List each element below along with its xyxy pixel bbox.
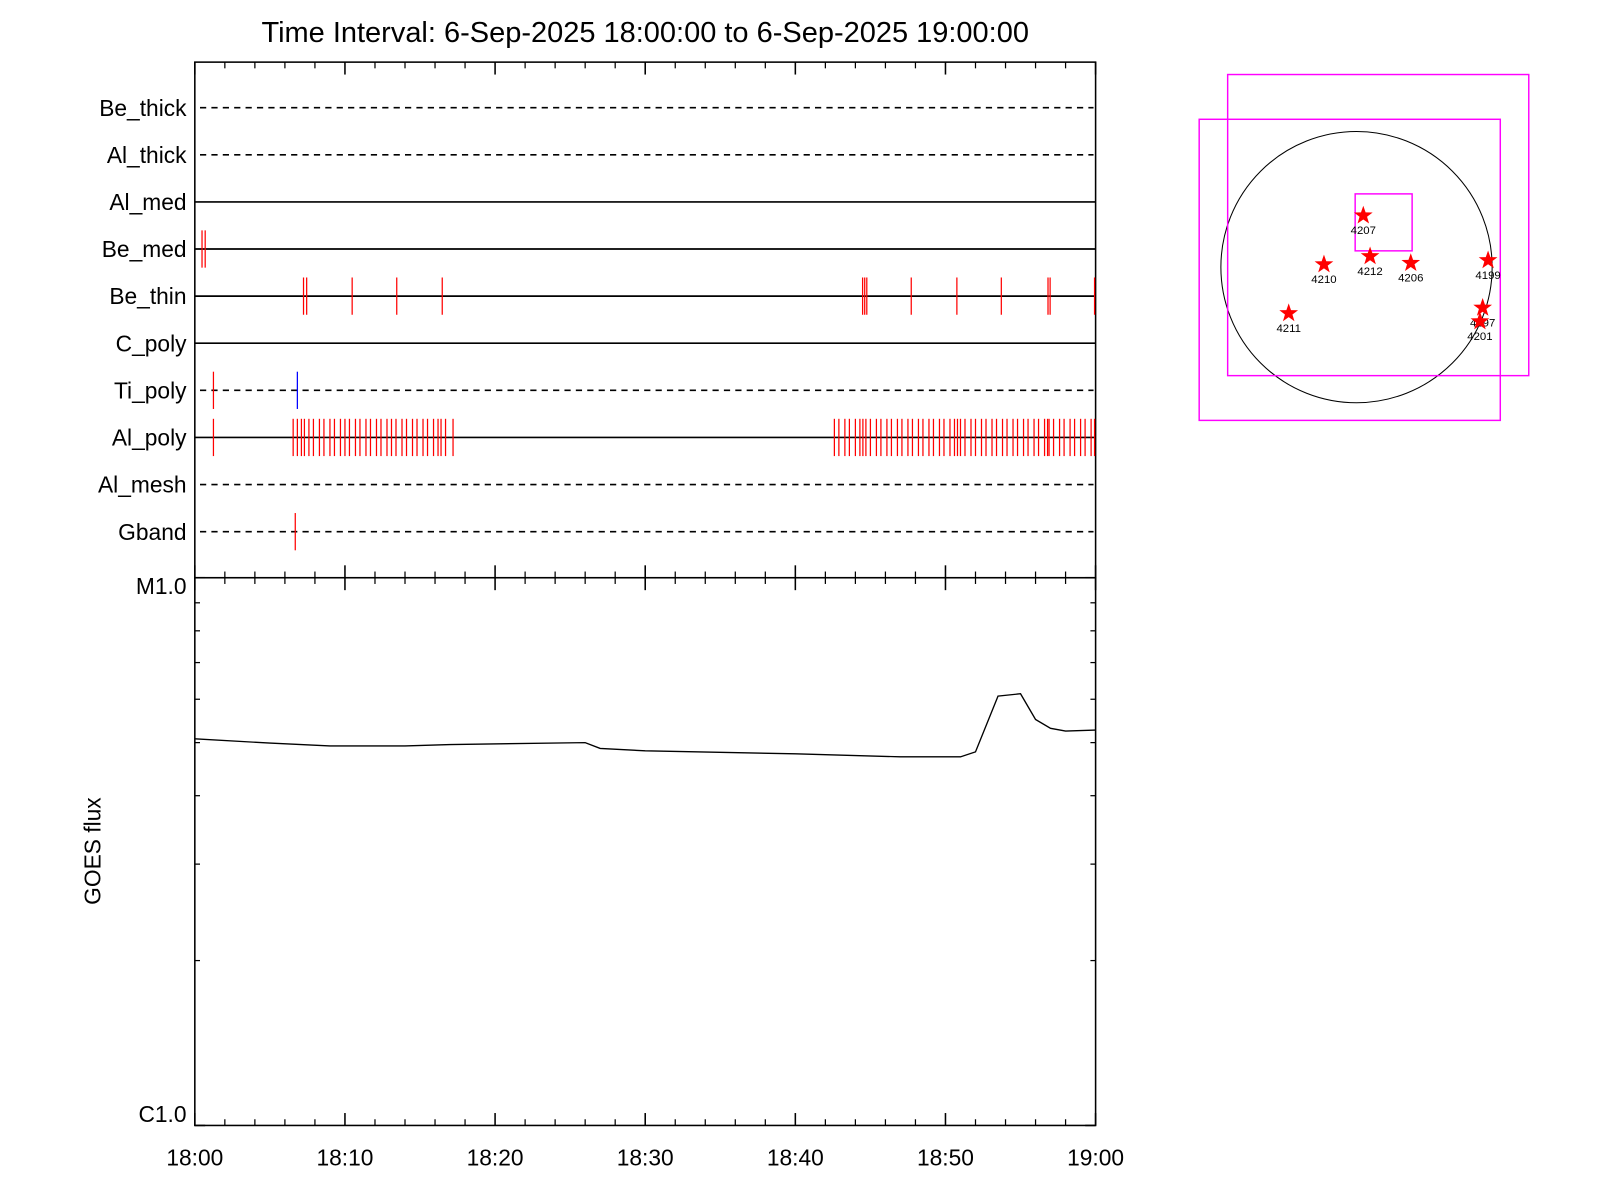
row-label: Ti_poly [114, 377, 187, 403]
region-star [1478, 250, 1498, 269]
fov-box [1226, 73, 1530, 377]
region-label: 4201 [1467, 331, 1492, 343]
x-tick-label: 18:40 [767, 1145, 824, 1171]
row-label: Al_mesh [98, 472, 187, 498]
region-label: 4212 [1357, 266, 1382, 278]
x-tick-label: 18:20 [467, 1145, 524, 1171]
fov-box [1354, 193, 1413, 252]
flux-panel-frame [194, 576, 1097, 1127]
x-tick-label: 18:50 [917, 1145, 974, 1171]
y-tick-label: C1.0 [138, 1101, 186, 1127]
region-star [1314, 254, 1334, 273]
region-label: 4206 [1398, 273, 1423, 285]
y-tick-label: M1.0 [136, 573, 187, 599]
region-label: 4211 [1276, 323, 1300, 335]
region-star [1279, 303, 1299, 322]
solar-disk [1220, 130, 1493, 404]
region-label: 4207 [1351, 225, 1376, 237]
y-axis-label: GOES flux [79, 797, 105, 905]
x-tick-label: 18:00 [166, 1145, 223, 1171]
region-label: 4199 [1475, 270, 1500, 282]
region-star [1401, 253, 1421, 272]
row-label: Al_thick [107, 142, 187, 168]
event-panel-frame [194, 61, 1097, 579]
row-label: Be_med [102, 236, 187, 262]
region-star [1473, 297, 1493, 316]
region-star [1360, 246, 1380, 265]
x-tick-label: 19:00 [1067, 1145, 1124, 1171]
fov-box [1198, 118, 1502, 422]
row-label: Be_thick [99, 95, 187, 121]
x-tick-label: 18:10 [316, 1145, 373, 1171]
region-star [1470, 311, 1490, 330]
chart-title: Time Interval: 6-Sep-2025 18:00:00 to 6-… [261, 17, 1029, 49]
row-label: Be_thin [109, 283, 186, 309]
row-label: Al_poly [112, 425, 187, 451]
row-label: C_poly [116, 330, 187, 356]
row-label: Al_med [109, 189, 186, 215]
flux-line [194, 693, 1096, 758]
region-label: 4210 [1311, 274, 1336, 286]
region-star [1353, 205, 1373, 224]
x-tick-label: 18:30 [617, 1145, 674, 1171]
row-label: Gband [118, 519, 186, 545]
